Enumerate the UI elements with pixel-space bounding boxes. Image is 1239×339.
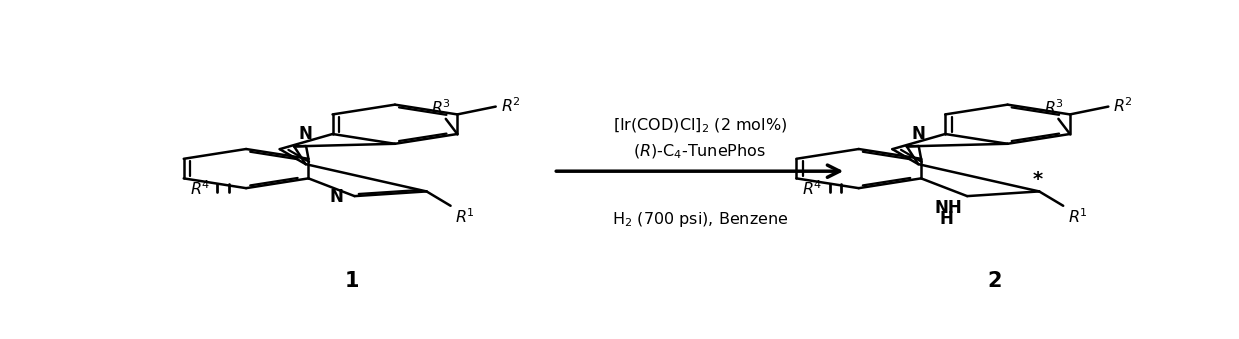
Text: R$^2$: R$^2$	[501, 97, 519, 115]
Text: R$^1$: R$^1$	[456, 207, 475, 226]
Text: N: N	[299, 125, 312, 143]
Text: R$^3$: R$^3$	[431, 99, 451, 117]
Text: N: N	[330, 188, 343, 206]
Text: 1: 1	[344, 271, 359, 291]
Text: [Ir(COD)Cl]$_2$ (2 mol%): [Ir(COD)Cl]$_2$ (2 mol%)	[613, 116, 787, 135]
Text: R$^3$: R$^3$	[1044, 99, 1063, 117]
Text: H$_2$ (700 psi), Benzene: H$_2$ (700 psi), Benzene	[612, 210, 788, 230]
Text: NH: NH	[934, 199, 963, 217]
Text: H: H	[939, 211, 953, 228]
Text: *: *	[1032, 170, 1042, 189]
Text: R$^4$: R$^4$	[190, 179, 209, 198]
Text: R$^2$: R$^2$	[1113, 97, 1132, 115]
Text: N: N	[912, 125, 926, 143]
Text: 2: 2	[987, 271, 1002, 291]
Text: R$^4$: R$^4$	[803, 179, 823, 198]
Text: R$^1$: R$^1$	[1068, 207, 1088, 226]
Text: ($R$)-C$_4$-TunePhos: ($R$)-C$_4$-TunePhos	[633, 142, 767, 161]
